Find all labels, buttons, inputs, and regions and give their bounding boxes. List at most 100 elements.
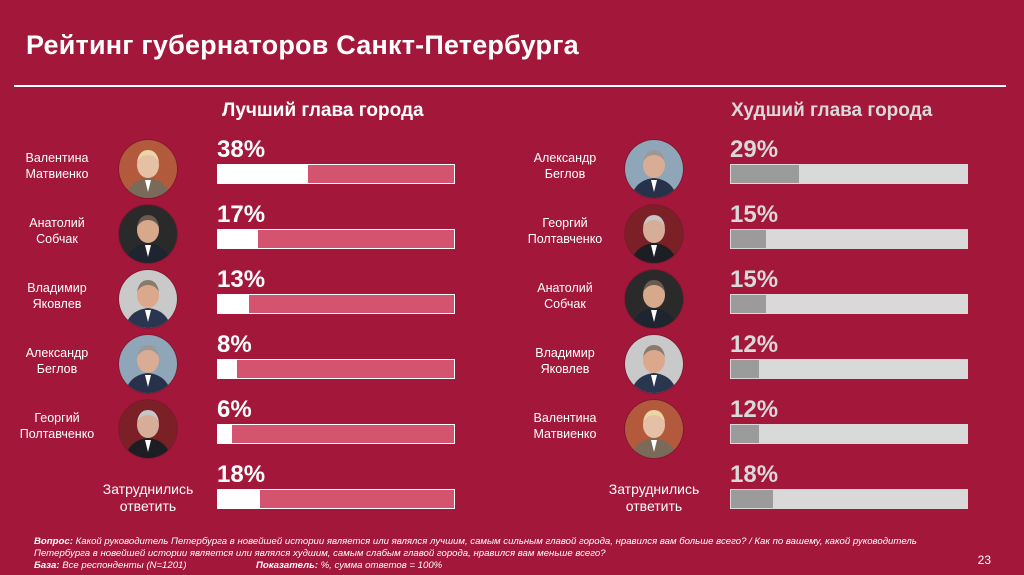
- bar-track: [217, 229, 455, 249]
- chart-row: Владимир Яковлев 12%: [0, 331, 1024, 393]
- worst-chart-title: Худший глава города: [731, 100, 933, 121]
- portrait-beglov: [119, 335, 177, 393]
- chart-row: Анатолий Собчак 17%: [0, 201, 1024, 263]
- person-name-line: Яковлев: [32, 297, 82, 311]
- indicator-label: Показатель:: [255, 560, 318, 571]
- chart-row: Затруднились ответить 18%: [0, 461, 1024, 521]
- bar-track: [730, 489, 968, 509]
- person-name-line: Анатолий: [537, 281, 593, 295]
- chart-row: Александр Беглов 8%: [0, 331, 1024, 393]
- person-name-line: Георгий: [542, 216, 588, 230]
- page-number: 23: [977, 553, 991, 567]
- person-name-line: Собчак: [544, 297, 586, 311]
- person-name-line: Матвиенко: [533, 427, 597, 441]
- chart-row: Георгий Полтавченко 15%: [0, 201, 1024, 263]
- value-label: 18%: [730, 461, 779, 488]
- undecided-label-line: ответить: [119, 498, 177, 514]
- person-name: Александр Беглов: [511, 150, 619, 182]
- person-name: Александр Беглов: [3, 345, 111, 377]
- person-name: Анатолий Собчак: [511, 280, 619, 312]
- value-label: 13%: [217, 266, 266, 293]
- title-divider: [14, 85, 1006, 87]
- person-name: Анатолий Собчак: [3, 215, 111, 247]
- chart-row: Валентина Матвиенко 12%: [0, 396, 1024, 458]
- bar: [731, 425, 760, 443]
- base-text: Все респонденты (N=1201): [62, 560, 187, 571]
- portrait-yakovlev: [119, 270, 177, 328]
- chart-row: Затруднились ответить 18%: [0, 461, 1024, 521]
- best-chart-title: Лучший глава города: [222, 100, 424, 121]
- portrait-sobchak: [119, 205, 177, 263]
- portrait-beglov: [625, 140, 683, 198]
- person-name-line: Валентина: [533, 411, 597, 425]
- value-label: 17%: [217, 201, 266, 228]
- value-label: 12%: [730, 396, 779, 423]
- slide-title: Рейтинг губернаторов Санкт-Петербурга: [26, 30, 579, 60]
- portrait-yakovlev: [625, 335, 683, 393]
- bar-track: [730, 424, 968, 444]
- undecided-label-line: ответить: [625, 498, 683, 514]
- question-text: Какой руководитель Петербурга в новейшей…: [34, 536, 917, 559]
- person-name-line: Владимир: [27, 281, 87, 295]
- bar: [731, 230, 767, 248]
- person-name-line: Матвиенко: [25, 167, 89, 181]
- bar: [218, 295, 249, 313]
- value-label: 8%: [217, 331, 252, 358]
- bar: [731, 490, 774, 508]
- undecided-label-line: Затруднились: [102, 481, 194, 497]
- person-name-line: Беглов: [544, 167, 586, 181]
- chart-row: Александр Беглов 29%: [0, 136, 1024, 198]
- bar: [218, 165, 308, 183]
- person-name: Георгий Полтавченко: [511, 215, 619, 247]
- chart-row: Валентина Матвиенко 38%: [0, 136, 1024, 198]
- person-name: Валентина Матвиенко: [511, 410, 619, 442]
- bar: [731, 165, 800, 183]
- portrait-matvienko: [119, 140, 177, 198]
- portrait-sobchak: [625, 270, 683, 328]
- bar-track: [730, 359, 968, 379]
- bar: [218, 360, 237, 378]
- person-name-line: Яковлев: [540, 362, 590, 376]
- value-label: 29%: [730, 136, 779, 163]
- bar-track: [730, 229, 968, 249]
- person-name-line: Анатолий: [29, 216, 85, 230]
- bar-track: [217, 294, 455, 314]
- person-name-line: Владимир: [535, 346, 595, 360]
- person-name-line: Валентина: [25, 151, 89, 165]
- person-name-line: Полтавченко: [19, 427, 95, 441]
- bar-track: [217, 359, 455, 379]
- value-label: 6%: [217, 396, 252, 423]
- person-name: Владимир Яковлев: [3, 280, 111, 312]
- value-label: 15%: [730, 201, 779, 228]
- bar: [731, 360, 760, 378]
- bar-track: [217, 164, 455, 184]
- footnote: Вопрос: Какой руководитель Петербурга в …: [34, 536, 934, 572]
- person-name: Валентина Матвиенко: [3, 150, 111, 182]
- bar: [218, 490, 261, 508]
- chart-row: Владимир Яковлев 13%: [0, 266, 1024, 328]
- value-label: 18%: [217, 461, 266, 488]
- person-name-line: Собчак: [36, 232, 78, 246]
- base-label: База:: [34, 560, 60, 571]
- value-label: 38%: [217, 136, 266, 163]
- value-label: 15%: [730, 266, 779, 293]
- portrait-poltavchenko: [119, 400, 177, 458]
- portrait-matvienko: [625, 400, 683, 458]
- person-name: Георгий Полтавченко: [3, 410, 111, 442]
- undecided-label: Затруднились ответить: [589, 481, 719, 515]
- bar-track: [217, 424, 455, 444]
- person-name-line: Георгий: [34, 411, 80, 425]
- value-label: 12%: [730, 331, 779, 358]
- bar-track: [730, 294, 968, 314]
- portrait-poltavchenko: [625, 205, 683, 263]
- bar: [731, 295, 767, 313]
- undecided-label-line: Затруднились: [608, 481, 700, 497]
- chart-row: Анатолий Собчак 15%: [0, 266, 1024, 328]
- question-label: Вопрос:: [34, 536, 73, 547]
- person-name-line: Полтавченко: [527, 232, 603, 246]
- person-name-line: Александр: [533, 151, 597, 165]
- bar: [218, 425, 233, 443]
- undecided-label: Затруднились ответить: [83, 481, 213, 515]
- bar-track: [217, 489, 455, 509]
- bar-track: [730, 164, 968, 184]
